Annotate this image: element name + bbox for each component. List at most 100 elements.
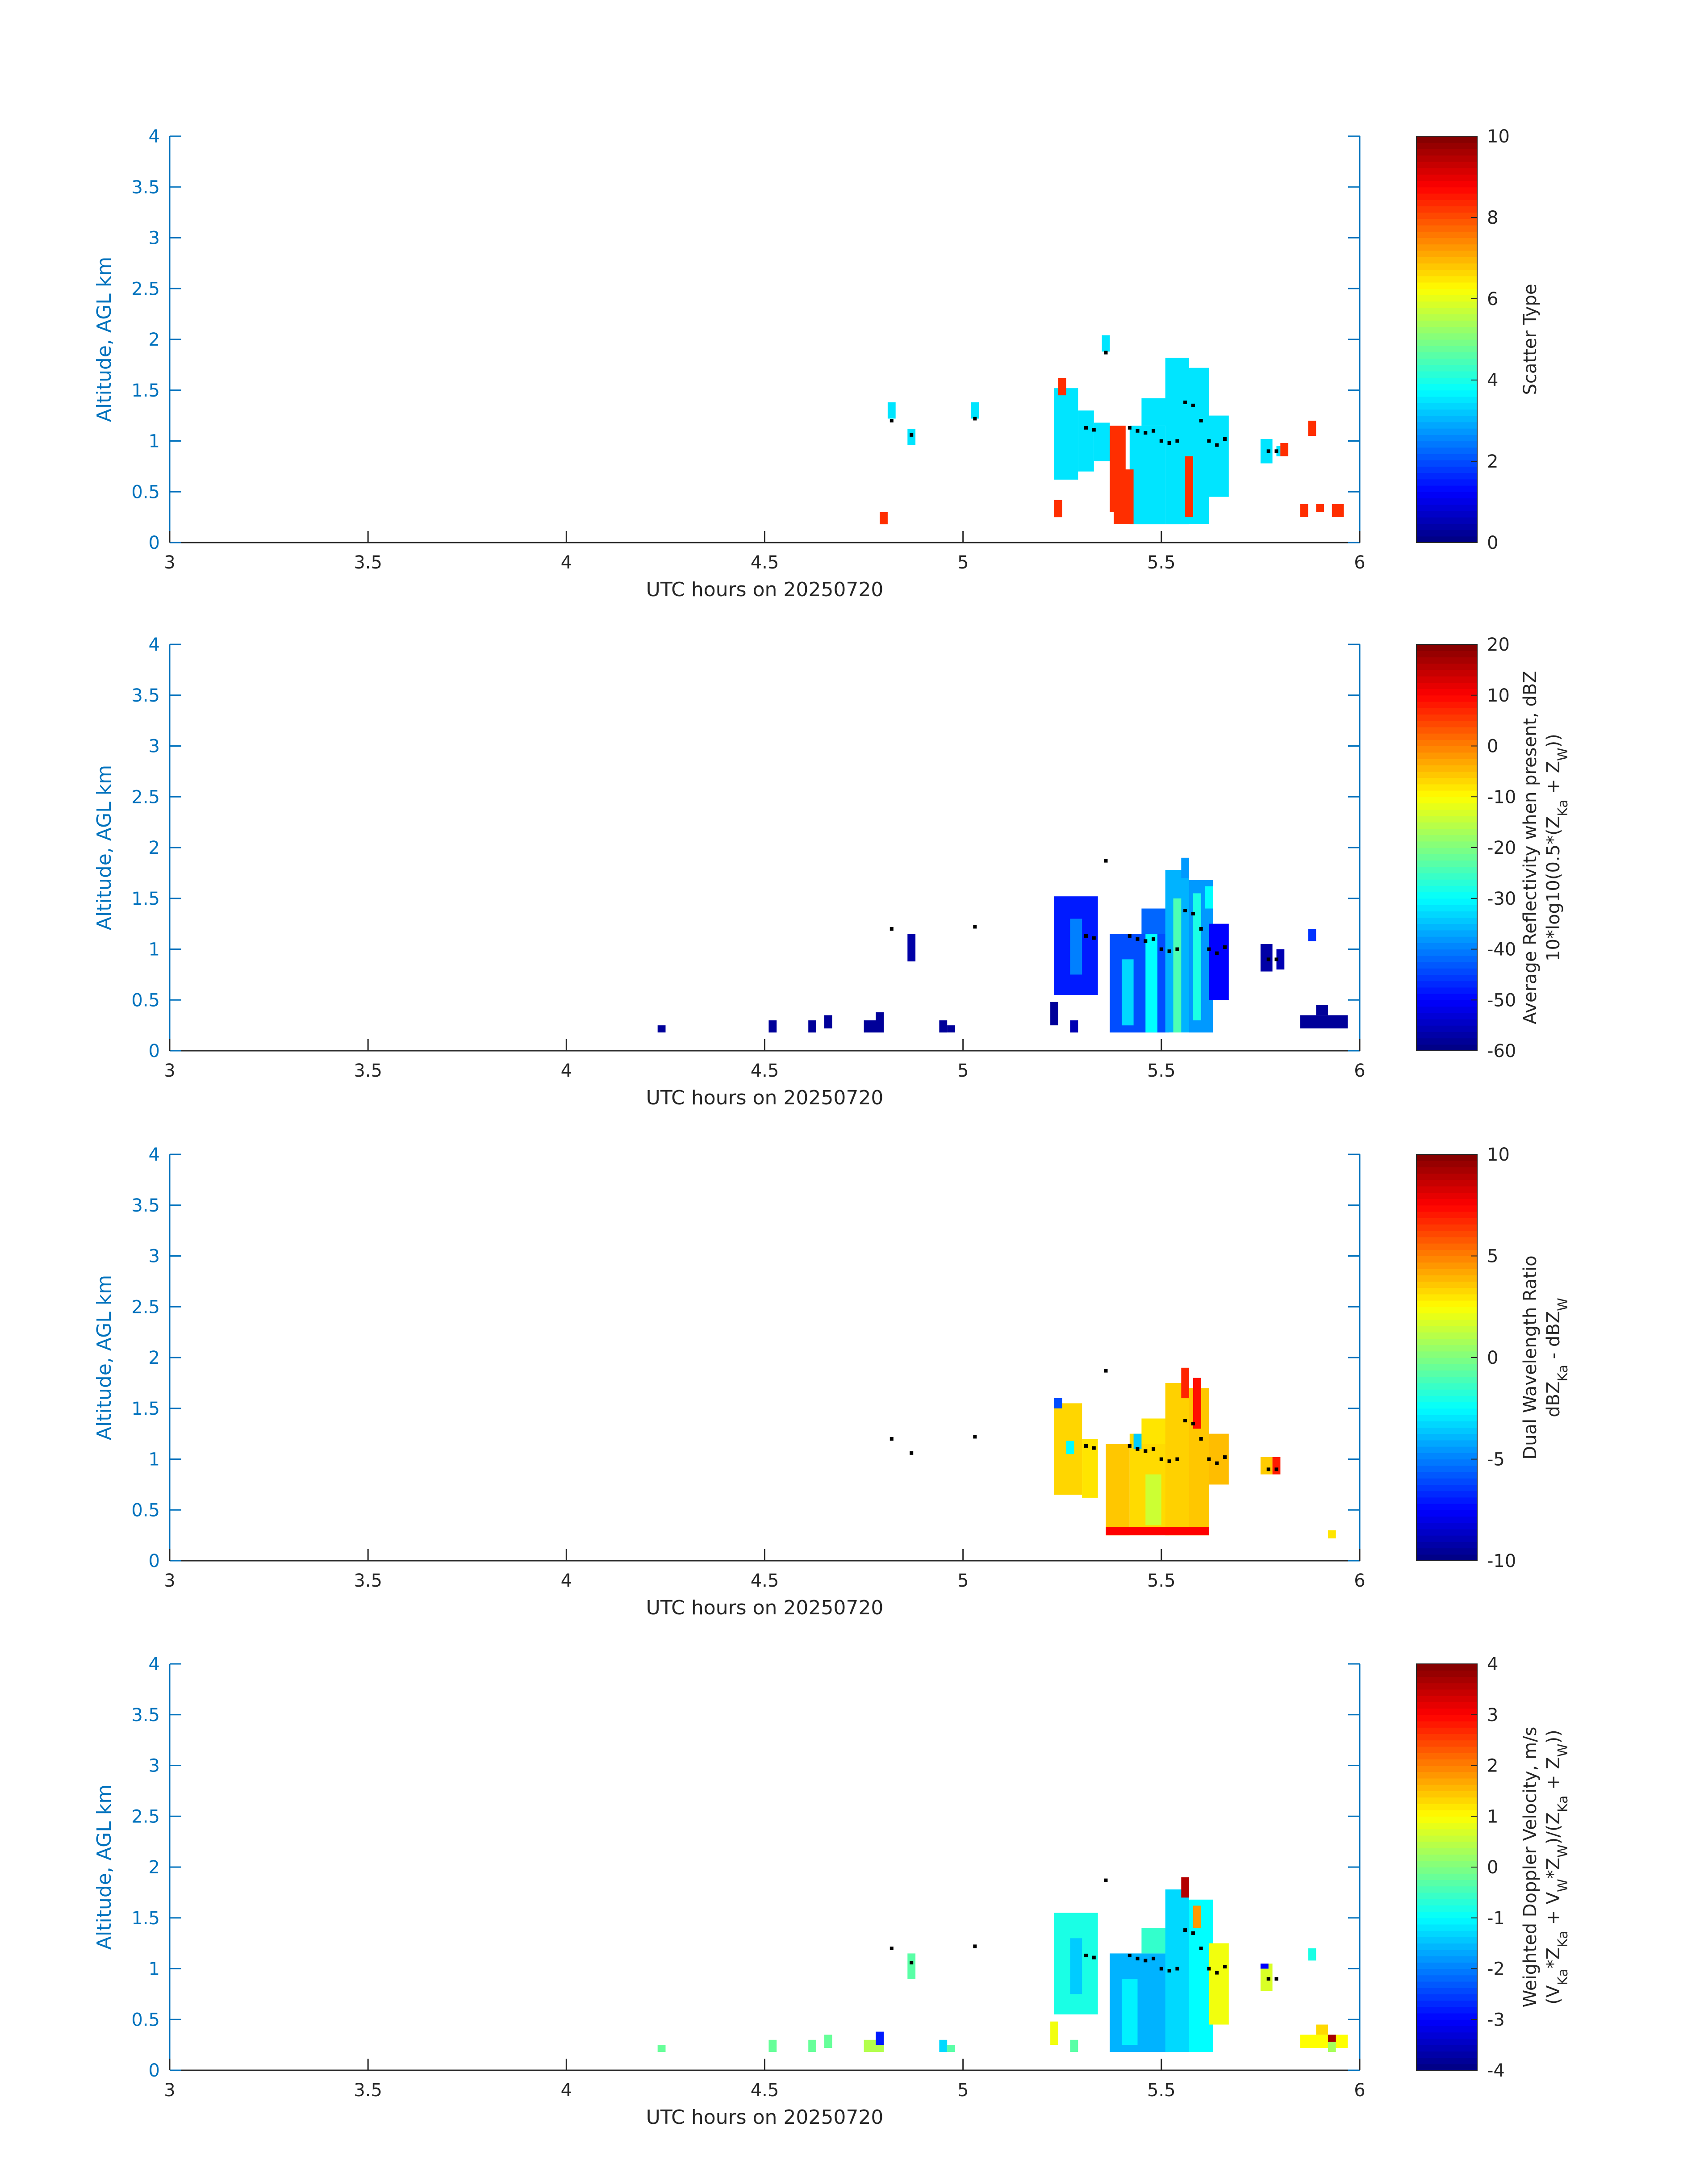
marker-point [1084, 426, 1088, 430]
colorbar-step [1416, 1478, 1477, 1485]
marker-point [1215, 951, 1219, 955]
y-tick-label: 1 [149, 1959, 160, 1980]
colorbar-step [1416, 1873, 1477, 1880]
colorbar-tick-label: -3 [1487, 2010, 1505, 2030]
marker-point [1104, 351, 1108, 355]
colorbar-step [1416, 758, 1477, 765]
heatmap-cell [1308, 1948, 1316, 1961]
colorbar-step [1416, 466, 1477, 473]
colorbar-step [1416, 809, 1477, 816]
heatmap-cell [1078, 410, 1094, 472]
marker-point [1159, 1457, 1163, 1461]
y-tick-label: 2 [149, 330, 160, 350]
marker-point [1152, 937, 1156, 941]
colorbar-step [1416, 1886, 1477, 1893]
colorbar-step [1416, 1835, 1477, 1842]
colorbar-step [1416, 1765, 1477, 1772]
x-tick-label: 4 [561, 1571, 572, 1591]
y-axis-label: Altitude, AGL km [93, 257, 116, 422]
colorbar-step [1416, 1205, 1477, 1212]
colorbar-step [1416, 536, 1477, 543]
colorbar-step [1416, 1249, 1477, 1257]
marker-point [1104, 1878, 1108, 1882]
marker-point [1136, 937, 1140, 941]
colorbar-step [1416, 797, 1477, 804]
marker-point [1175, 947, 1179, 951]
heatmap-cell [1209, 923, 1229, 1000]
heatmap-cell [1066, 1441, 1074, 1454]
colorbar-label: 10*log10(0.5*(ZKa + ZW)) [1543, 734, 1571, 961]
colorbar-step [1416, 447, 1477, 454]
marker-point [1266, 957, 1270, 961]
colorbar-step [1416, 1905, 1477, 1912]
colorbar-tick-label: 10 [1487, 126, 1510, 147]
x-tick-label: 5 [957, 552, 969, 573]
colorbar-step [1416, 187, 1477, 194]
y-axis-label: Altitude, AGL km [93, 1275, 116, 1440]
colorbar-tick-label: -10 [1487, 1551, 1516, 1571]
colorbar-step [1416, 142, 1477, 150]
colorbar-label: Dual Wavelength Ratio [1520, 1255, 1541, 1459]
colorbar-label: Scatter Type [1520, 284, 1541, 395]
x-axis-label: UTC hours on 20250720 [646, 1596, 884, 1619]
heatmap-cell [1070, 1938, 1082, 1994]
colorbar-step [1416, 1345, 1477, 1352]
colorbar-tick-label: 1 [1487, 1806, 1498, 1827]
heatmap-cell [1141, 398, 1169, 426]
marker-point [1128, 934, 1132, 938]
colorbar-step [1416, 822, 1477, 829]
colorbar-step [1416, 320, 1477, 327]
colorbar-step [1416, 1962, 1477, 1969]
colorbar-step [1416, 1446, 1477, 1453]
marker-point [1152, 429, 1156, 433]
colorbar-step [1416, 1899, 1477, 1905]
x-tick-label: 4 [561, 552, 572, 573]
colorbar-step [1416, 435, 1477, 442]
colorbar-step [1416, 1396, 1477, 1403]
x-tick-label: 5.5 [1147, 1061, 1176, 1081]
colorbar-step [1416, 1275, 1477, 1282]
colorbar-step [1416, 1867, 1477, 1874]
x-tick-label: 5.5 [1147, 2080, 1176, 2101]
colorbar-step [1416, 708, 1477, 715]
colorbar-step [1416, 790, 1477, 797]
colorbar-step [1416, 1848, 1477, 1855]
colorbar-step [1416, 657, 1477, 664]
colorbar-step [1416, 1433, 1477, 1441]
chart-panel-3: 0 0.5 1 1.5 2 2.5 3 3.5 4 3 3.5 4 4.5 5 5.5 6 UTC hours … [93, 1145, 1571, 1619]
colorbar-step [1416, 1937, 1477, 1944]
x-axis-label: UTC hours on 20250720 [646, 2106, 884, 2129]
colorbar-step [1416, 1491, 1477, 1498]
colorbar-step [1416, 1778, 1477, 1785]
marker-point [1199, 1437, 1203, 1441]
x-tick-label: 3 [164, 1571, 175, 1591]
marker-point [1092, 428, 1096, 432]
colorbar-step [1416, 1351, 1477, 1358]
colorbar-step [1416, 1529, 1477, 1536]
colorbar-step [1416, 994, 1477, 1000]
marker-point [910, 433, 914, 437]
colorbar-step [1416, 943, 1477, 950]
colorbar-step [1416, 523, 1477, 531]
colorbar-step [1416, 828, 1477, 836]
heatmap-cell [1106, 1444, 1130, 1536]
heatmap-cell [1110, 934, 1169, 1033]
marker-point [1215, 1461, 1219, 1465]
colorbar-step [1416, 1268, 1477, 1275]
colorbar-step [1416, 1211, 1477, 1218]
colorbar-step [1416, 1504, 1477, 1510]
marker-point [1144, 1959, 1148, 1963]
y-tick-label: 3.5 [131, 1705, 160, 1726]
colorbar-step [1416, 1294, 1477, 1301]
heatmap-cell [1260, 1964, 1269, 1969]
colorbar-step [1416, 1803, 1477, 1810]
y-tick-label: 4 [149, 126, 160, 147]
colorbar-step [1416, 1484, 1477, 1492]
heatmap-cell [1141, 1418, 1169, 1444]
colorbar-label: (VKa*ZKa + VW*ZW)/(ZKa + ZW)) [1543, 1730, 1571, 2004]
colorbar-step [1416, 1497, 1477, 1504]
heatmap-cell [1332, 504, 1344, 518]
colorbar-step [1416, 1797, 1477, 1804]
marker-point [910, 1451, 914, 1455]
colorbar-step [1416, 1256, 1477, 1263]
